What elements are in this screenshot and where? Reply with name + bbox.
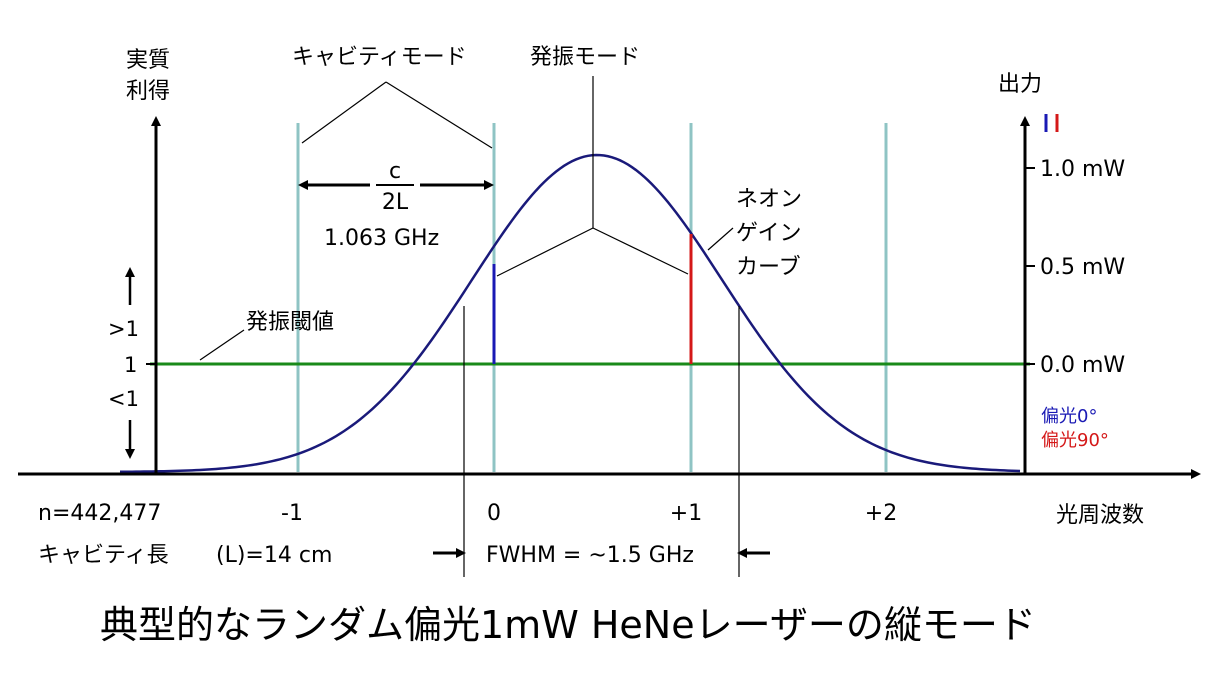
right-tick-label-2: 0.5 mW (1040, 255, 1125, 280)
legend-label-pol90: 偏光90° (1041, 430, 1109, 451)
right-tick-label-1: 1.0 mW (1040, 157, 1125, 182)
spacing-denominator: 2L (382, 190, 409, 215)
lasing-modes-label: 発振モード (530, 45, 640, 70)
threshold-pointer (199, 329, 245, 361)
x-tick-label-plus1: +1 (670, 501, 702, 526)
cavity-modes-pointer (301, 81, 493, 149)
left-axis-label-line1: 実質 (126, 48, 170, 73)
spacing-numerator: c (389, 159, 401, 184)
cavity-modes-label: キャビティモード (292, 45, 467, 70)
page-title: 典型的なランダム偏光1mW HeNeレーザーの縦モード (100, 603, 1036, 647)
gain-lt-label: <1 (108, 387, 139, 411)
gain-curve-label-line2: ゲイン (736, 221, 802, 246)
mode-number-label: n=442,477 (38, 501, 161, 526)
threshold-label: 発振閾値 (246, 310, 334, 335)
fwhm-label: FWHM = ~1.5 GHz (486, 543, 694, 568)
x-tick-label-0: 0 (487, 501, 501, 526)
gain-curve-pointer (707, 227, 734, 251)
x-tick-label-minus1: -1 (281, 501, 303, 526)
gain-curve-label-line1: ネオン (736, 187, 802, 212)
cavity-mode-lines (296, 123, 888, 472)
gain-one-label: 1 (124, 353, 137, 377)
gain-curve-label-line3: カーブ (736, 255, 801, 280)
lasing-modes-pointer (496, 76, 689, 277)
spacing-value: 1.063 GHz (324, 226, 439, 251)
gain-gt-label: >1 (108, 317, 139, 341)
legend-label-pol0: 偏光0° (1041, 406, 1097, 427)
gain-curve (119, 153, 1021, 474)
left-axis-label-line2: 利得 (126, 79, 170, 104)
cavity-length-label: キャビティ長 (38, 543, 169, 568)
x-axis-label: 光周波数 (1056, 503, 1144, 528)
x-tick-label-plus2: +2 (865, 501, 897, 526)
right-axis-label: 出力 (998, 72, 1042, 97)
cavity-length-value: (L)=14 cm (216, 543, 332, 568)
right-tick-label-3: 0.0 mW (1040, 353, 1125, 378)
